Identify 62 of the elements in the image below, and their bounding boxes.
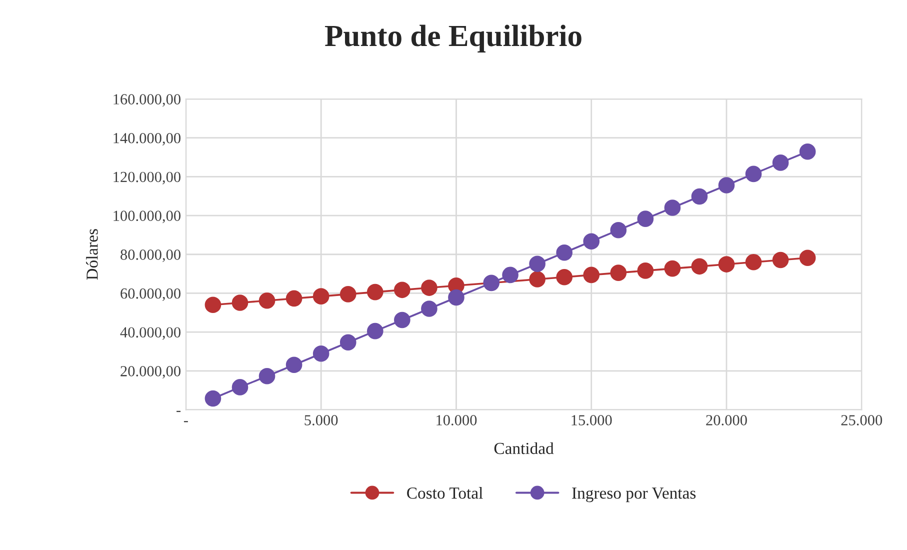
point <box>583 233 600 250</box>
point <box>637 262 654 279</box>
point <box>556 268 572 286</box>
point <box>718 177 735 194</box>
point <box>583 266 600 284</box>
point <box>258 368 276 384</box>
point <box>394 282 410 298</box>
point <box>421 280 438 296</box>
y-tick-label: - <box>176 410 181 412</box>
point <box>366 322 384 340</box>
point <box>610 264 627 281</box>
point <box>312 288 330 304</box>
point <box>421 300 438 317</box>
y-tick-label: 160.000,00 <box>114 94 180 107</box>
point <box>232 379 248 396</box>
point <box>340 286 356 302</box>
y-tick-label: 100.000,00 <box>114 210 180 224</box>
point <box>448 289 464 306</box>
x-tick-label: 25.000 <box>841 415 882 426</box>
y-tick-label: 20.000,00 <box>120 366 180 379</box>
point <box>232 294 248 311</box>
y-tick-label: 140.000,00 <box>114 132 180 146</box>
y-axis-title: Dólares <box>86 229 98 280</box>
point <box>286 356 302 374</box>
point <box>529 256 546 272</box>
x-tick-label: 15.000 <box>572 415 612 426</box>
point <box>286 290 302 307</box>
point <box>312 345 330 362</box>
point <box>610 222 627 238</box>
x-tick-label: 5.000 <box>304 415 338 426</box>
point <box>340 334 356 351</box>
y-tick-label: 60.000,00 <box>120 288 180 301</box>
point <box>772 154 789 171</box>
point <box>637 210 654 227</box>
point <box>483 274 500 292</box>
point <box>799 143 816 160</box>
point <box>799 250 816 266</box>
point <box>745 254 762 270</box>
x-tick-label: 20.000 <box>706 415 747 426</box>
point <box>529 271 546 288</box>
legend-label: Costo Total <box>407 487 483 499</box>
point <box>258 292 276 309</box>
point <box>664 260 681 277</box>
y-tick-label: 80.000,00 <box>120 250 180 262</box>
point <box>204 296 222 314</box>
x-tick-label: 10.000 <box>436 415 477 426</box>
point <box>691 188 708 205</box>
x-axis-title: Cantidad <box>494 442 554 454</box>
y-tick-label: 40.000,00 <box>120 327 180 340</box>
y-tick-label: 120.000,00 <box>114 172 180 184</box>
point <box>664 200 681 216</box>
point <box>204 390 222 407</box>
legend-label: Ingreso por Ventas <box>572 488 696 502</box>
point <box>394 312 410 328</box>
point <box>691 258 708 275</box>
point <box>502 266 518 284</box>
point <box>366 284 384 300</box>
point <box>745 166 762 182</box>
chart-title: Punto de Equilibrio <box>324 24 582 52</box>
point <box>556 244 572 261</box>
point <box>718 256 735 272</box>
point <box>772 252 789 268</box>
